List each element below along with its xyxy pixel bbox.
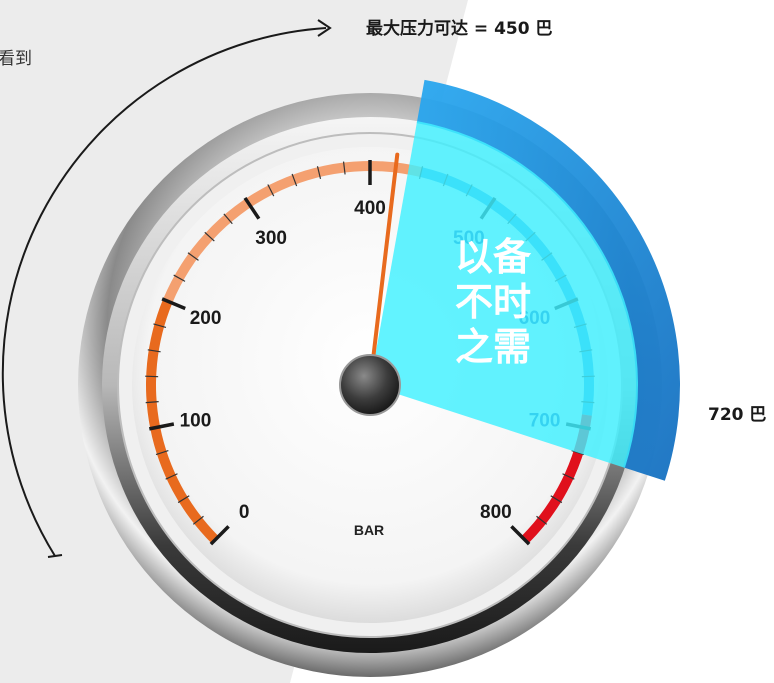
major-tick bbox=[148, 422, 175, 431]
minor-tick bbox=[267, 184, 275, 197]
major-tick bbox=[243, 196, 261, 220]
tick-label: 0 bbox=[239, 502, 250, 523]
gauge-needle bbox=[368, 152, 400, 387]
minor-tick bbox=[155, 449, 169, 456]
band-orange-light bbox=[163, 160, 423, 304]
minor-tick bbox=[165, 473, 178, 480]
minor-tick bbox=[147, 349, 161, 353]
minor-tick bbox=[204, 231, 215, 242]
minor-tick bbox=[177, 495, 190, 504]
tick-label: 200 bbox=[190, 308, 222, 329]
minor-tick bbox=[145, 401, 159, 404]
minor-tick bbox=[153, 323, 167, 329]
band-orange bbox=[146, 299, 219, 544]
major-tick bbox=[209, 525, 230, 546]
rated-pressure-label: 720 巴 bbox=[708, 405, 767, 425]
max-pressure-label: 最大压力可达 = 450 巴 bbox=[366, 19, 553, 39]
promo-line-2: 不时 bbox=[455, 280, 531, 324]
tick-label: 100 bbox=[180, 411, 212, 432]
promo-line-1: 以备 bbox=[455, 235, 532, 279]
minor-tick bbox=[187, 252, 199, 261]
tick-label: 800 bbox=[480, 502, 512, 523]
minor-tick bbox=[562, 473, 575, 480]
minor-tick bbox=[291, 173, 298, 187]
minor-tick bbox=[145, 375, 159, 378]
minor-tick bbox=[550, 495, 563, 504]
caption-left-text: 看到 bbox=[0, 49, 32, 69]
highlight-outer-band bbox=[416, 79, 680, 481]
minor-tick bbox=[192, 515, 204, 525]
minor-tick bbox=[342, 161, 346, 175]
highlight-wedge bbox=[370, 121, 638, 468]
minor-tick bbox=[316, 166, 322, 179]
tick-label: 400 bbox=[354, 198, 386, 219]
minor-tick bbox=[223, 213, 233, 225]
major-tick bbox=[510, 525, 531, 546]
unit-label: BAR bbox=[354, 522, 384, 538]
curved-arrow-icon bbox=[1, 19, 332, 558]
minor-tick bbox=[173, 274, 186, 282]
tick-label: 300 bbox=[255, 228, 287, 249]
minor-tick bbox=[536, 515, 548, 525]
needle-hub bbox=[339, 354, 401, 416]
promo-line-3: 之需 bbox=[455, 325, 531, 369]
major-tick bbox=[161, 297, 186, 311]
